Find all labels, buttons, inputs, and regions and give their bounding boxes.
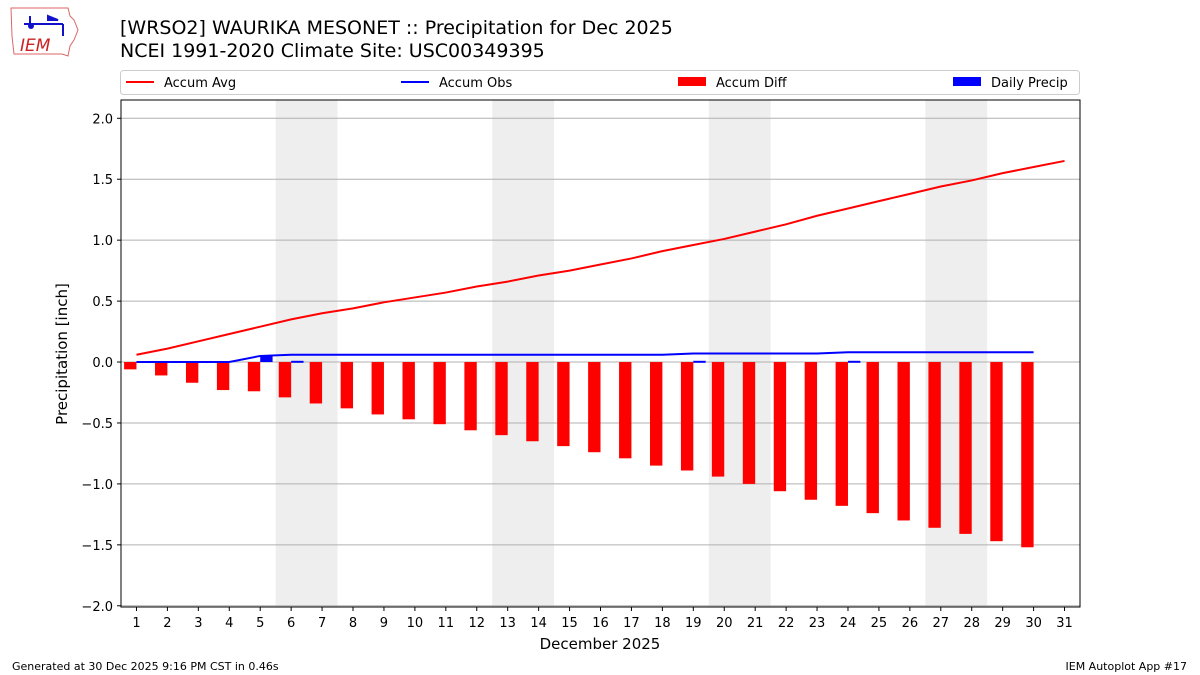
accum-diff-bar (897, 362, 910, 521)
accum-diff-bar (711, 362, 725, 477)
x-tick-label: 5 (256, 616, 264, 631)
x-tick-label: 18 (654, 616, 671, 631)
legend-swatch-3 (953, 77, 981, 86)
accum-diff-bar (866, 362, 879, 514)
x-tick-label: 25 (871, 616, 888, 631)
accum-diff-bar (155, 362, 168, 376)
x-tick-label: 30 (1025, 616, 1042, 631)
legend: Accum Avg Accum Obs Accum Diff Daily Precip (120, 70, 1080, 95)
accum-diff-bar (526, 362, 539, 442)
accum-diff-bar (588, 362, 601, 453)
x-tick-label: 27 (933, 616, 950, 631)
accum-diff-bar (1021, 362, 1034, 548)
logo-text: IEM (20, 36, 51, 56)
accum-diff-bar (309, 362, 323, 404)
accum-diff-bar (649, 362, 663, 466)
accum-diff-bar (278, 362, 292, 398)
accum-obs-line (136, 351, 1034, 364)
x-tick-label: 29 (994, 616, 1011, 631)
y-tick-label: −2.0 (81, 600, 113, 615)
y-tick-label: −1.5 (81, 539, 113, 554)
legend-label: Accum Avg (164, 76, 236, 91)
accum-diff-bar (216, 362, 230, 391)
daily-precip-bar (847, 360, 861, 363)
y-tick-label: 0.0 (92, 356, 113, 371)
y-tick-label: −0.5 (81, 417, 113, 432)
accum-diff-bar (619, 362, 632, 459)
x-tick-label: 11 (438, 616, 455, 631)
x-tick-label: 15 (561, 616, 578, 631)
accum-diff-bar (433, 362, 446, 425)
accum-diff-bar (959, 362, 972, 534)
x-tick-label: 19 (685, 616, 702, 631)
x-tick-label: 21 (747, 616, 764, 631)
weekend-shading (275, 100, 338, 607)
y-axis-label: Precipitation [inch] (53, 283, 71, 425)
x-tick-label: 16 (592, 616, 609, 631)
x-tick-label: 2 (163, 616, 171, 631)
x-tick-label: 14 (530, 616, 547, 631)
x-tick-label: 22 (778, 616, 795, 631)
y-tick-label: 0.5 (92, 295, 113, 310)
chart-title: [WRSO2] WAURIKA MESONET :: Precipitation… (120, 17, 673, 39)
accum-diff-bar (557, 362, 570, 447)
daily-precip-bar (260, 355, 273, 363)
x-tick-label: 23 (809, 616, 826, 631)
accum-diff-bar (990, 362, 1003, 542)
accum-diff-bar (835, 362, 848, 506)
y-tick-label: 2.0 (92, 112, 113, 127)
x-tick-label: 9 (380, 616, 388, 631)
x-tick-label: 13 (499, 616, 516, 631)
y-tick-label: 1.5 (92, 173, 113, 188)
x-tick-label: 26 (902, 616, 919, 631)
weekend-shading (925, 100, 988, 607)
accum-diff-bar (464, 362, 477, 431)
y-tick-label: 1.0 (92, 234, 113, 249)
footer-generated: Generated at 30 Dec 2025 9:16 PM CST in … (12, 660, 279, 673)
x-tick-label: 28 (963, 616, 980, 631)
accum-diff-bar (495, 362, 508, 436)
x-tick-label: 20 (716, 616, 733, 631)
x-axis-label: December 2025 (540, 635, 661, 653)
accum-diff-bar (185, 362, 199, 383)
accum-diff-bar (804, 362, 818, 500)
accum-diff-bar (340, 362, 354, 409)
x-tick-label: 7 (318, 616, 326, 631)
x-tick-label: 3 (194, 616, 202, 631)
x-tick-label: 6 (287, 616, 295, 631)
legend-label: Daily Precip (991, 76, 1068, 91)
x-tick-label: 31 (1056, 616, 1073, 631)
iem-logo: IEM (10, 7, 79, 57)
y-tick-label: −1.0 (81, 478, 113, 493)
plot-frame (120, 99, 1081, 608)
legend-label: Accum Diff (716, 76, 788, 91)
x-tick-label: 10 (407, 616, 424, 631)
x-tick-label: 8 (349, 616, 357, 631)
x-tick-label: 4 (225, 616, 233, 631)
chart-subtitle: NCEI 1991-2020 Climate Site: USC00349395 (120, 40, 545, 62)
accum-diff-bar (371, 362, 384, 415)
legend-swatch-2 (678, 77, 706, 86)
x-tick-label: 1 (132, 616, 140, 631)
accum-diff-bar (773, 362, 787, 492)
daily-precip-bar (291, 360, 304, 363)
weekend-shading (492, 100, 555, 607)
accum-diff-bar (928, 362, 941, 528)
accum-diff-bar (247, 362, 261, 392)
accum-diff-bar (680, 362, 694, 471)
x-tick-label: 17 (623, 616, 640, 631)
legend-label: Accum Obs (439, 76, 512, 91)
daily-precip-bar (693, 360, 706, 363)
legend-box (120, 70, 1080, 95)
accum-diff-bar (742, 362, 756, 484)
x-tick-label: 24 (840, 616, 857, 631)
accum-diff-bar (124, 362, 137, 370)
x-tick-label: 12 (468, 616, 485, 631)
footer-app: IEM Autoplot App #17 (1065, 660, 1188, 673)
accum-avg-line (136, 159, 1065, 356)
accum-diff-bar (402, 362, 415, 420)
